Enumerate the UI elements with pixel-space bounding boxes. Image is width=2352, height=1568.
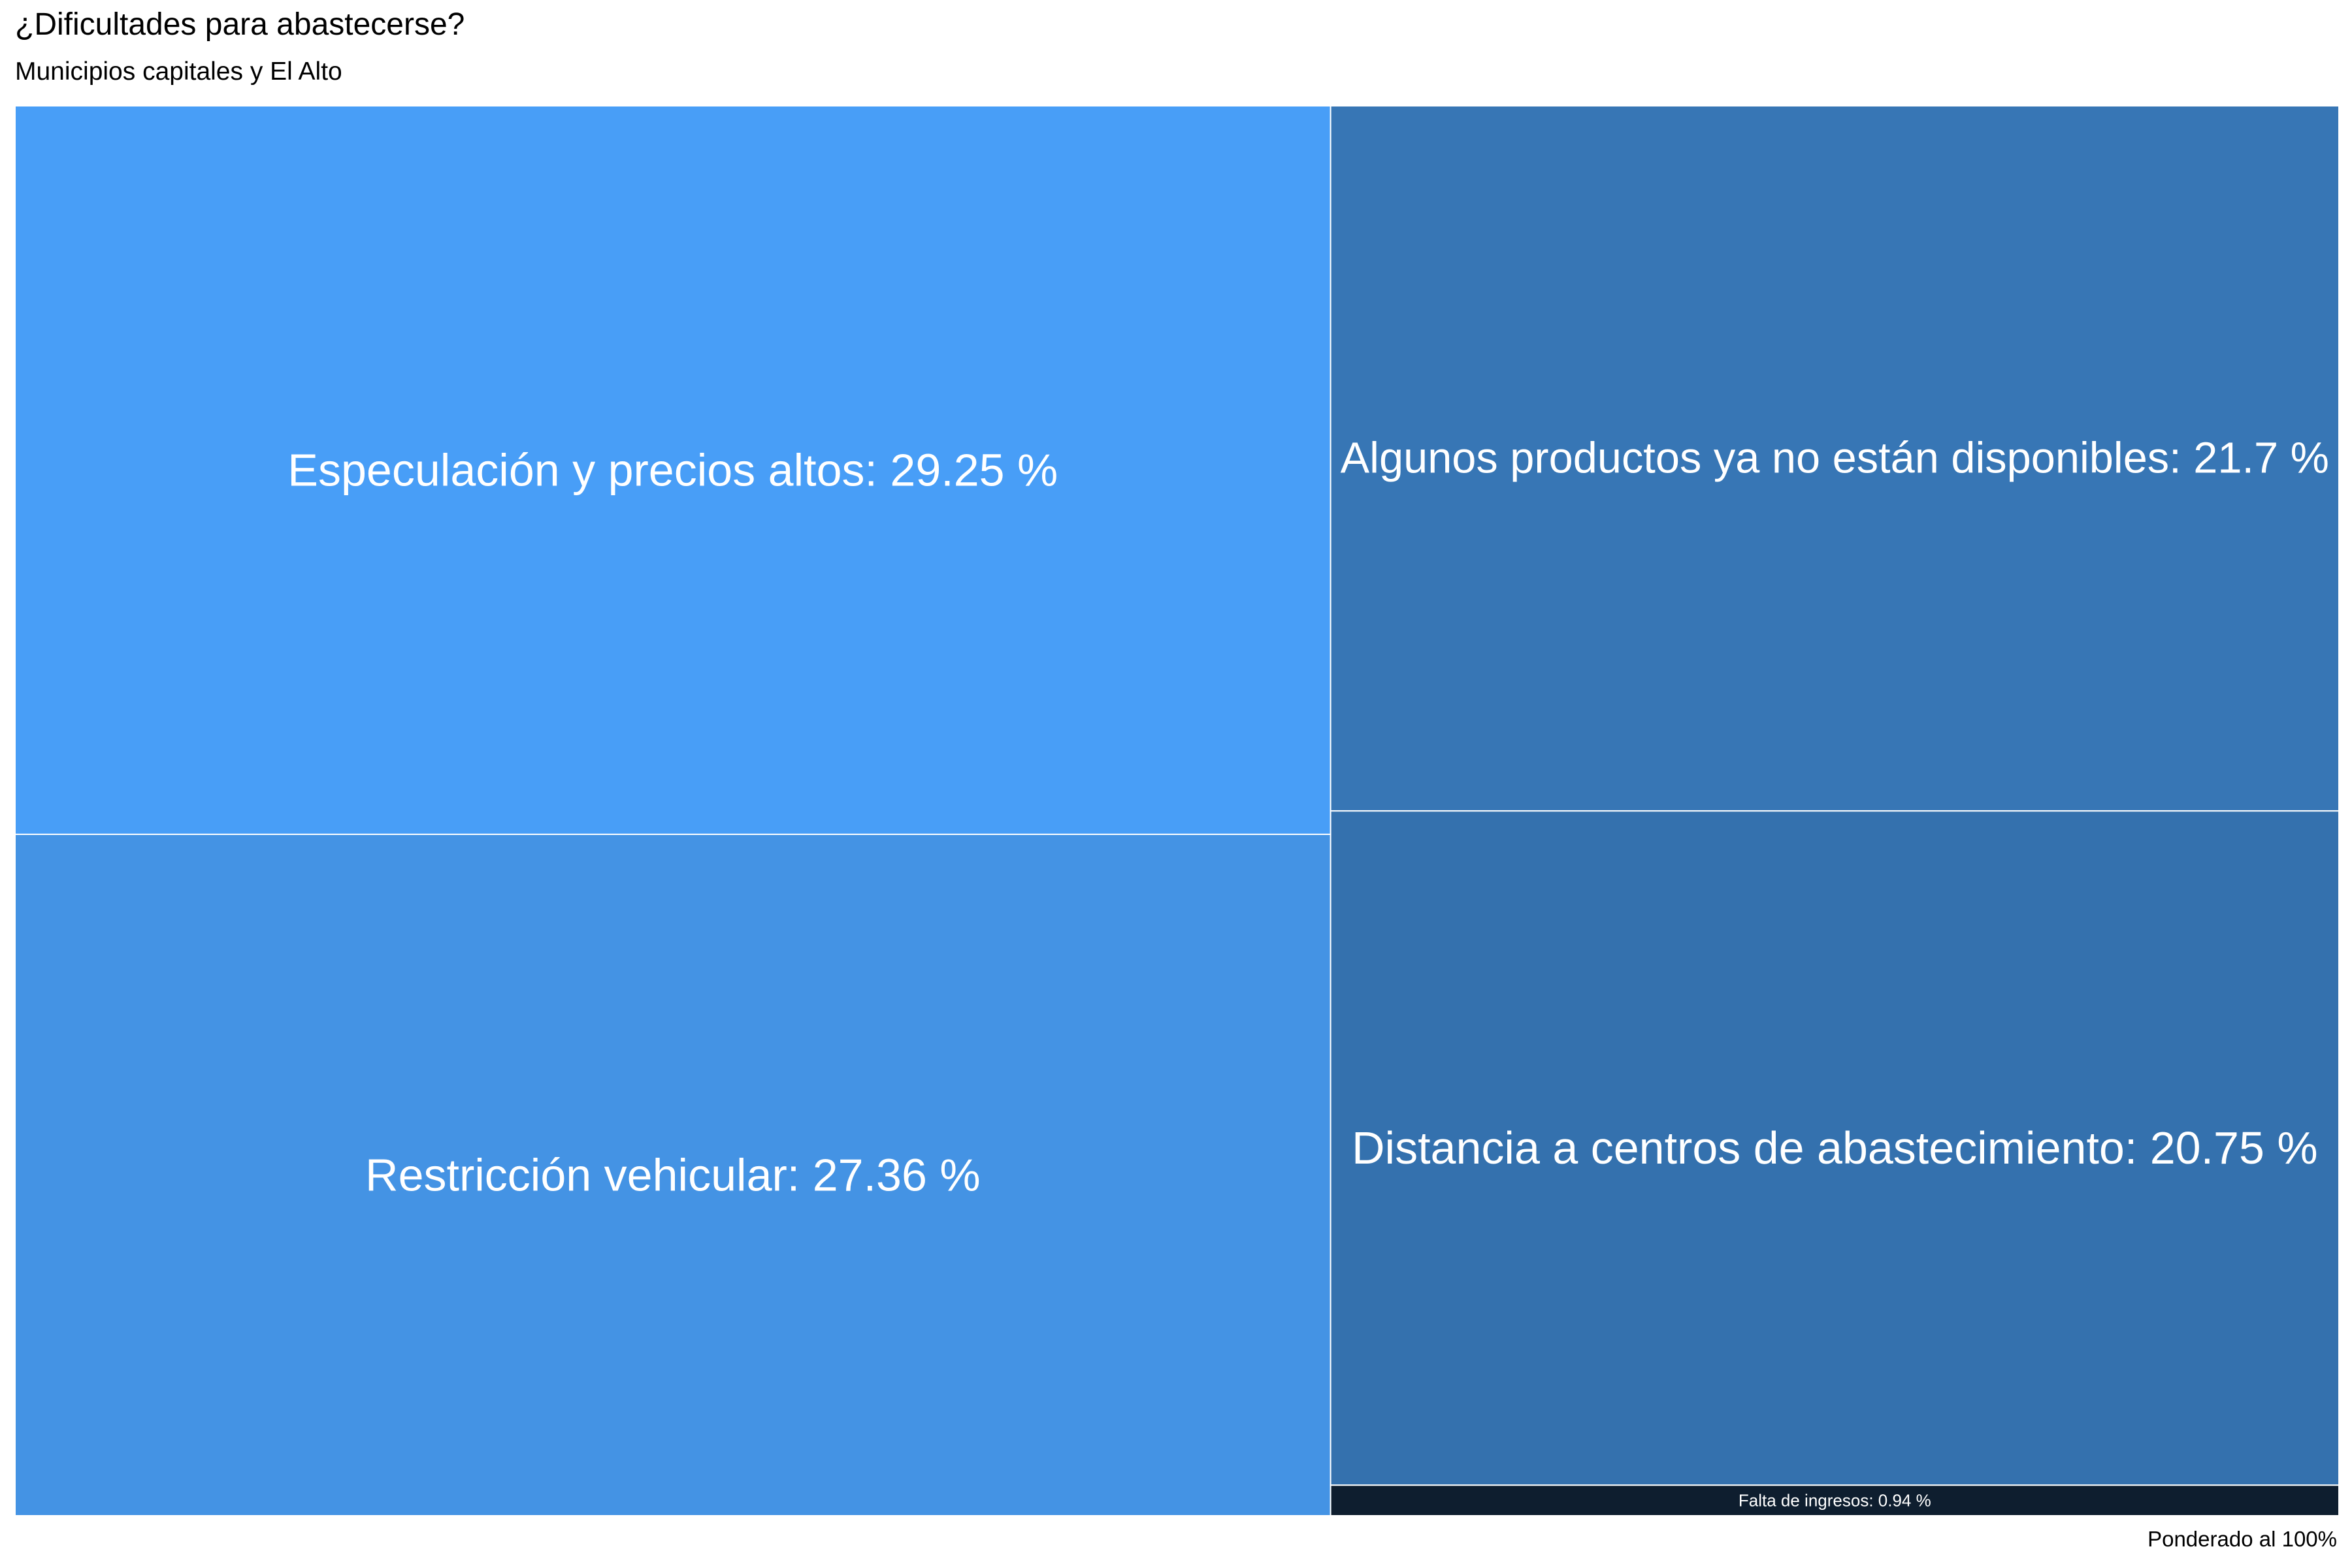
- chart-subtitle: Municipios capitales y El Alto: [15, 57, 342, 86]
- chart-caption: Ponderado al 100%: [2148, 1527, 2337, 1551]
- treemap-tile-algunos-productos-ya-no-estan-disponibles: [1330, 105, 2340, 812]
- treemap-tile-especulacion-y-precios-altos: [14, 105, 1331, 836]
- treemap-tile-distancia-a-centros-de-abastecimiento: [1330, 810, 2340, 1486]
- treemap-label-restriccion-vehicular: Restricción vehicular: 27.36 %: [365, 1150, 981, 1201]
- treemap-label-falta-de-ingresos: Falta de ingresos: 0.94 %: [1739, 1491, 1931, 1511]
- treemap-label-distancia-a-centros-de-abastecimiento: Distancia a centros de abastecimiento: 2…: [1352, 1122, 2318, 1173]
- treemap-tile-falta-de-ingresos: [1330, 1484, 2340, 1516]
- treemap-tile-restriccion-vehicular: [14, 834, 1331, 1516]
- chart-title: ¿Dificultades para abastecerse?: [15, 7, 465, 42]
- treemap-label-especulacion-y-precios-altos: Especulación y precios altos: 29.25 %: [287, 445, 1058, 496]
- treemap-label-algunos-productos-ya-no-estan-disponibles: Algunos productos ya no están disponible…: [1341, 434, 2329, 483]
